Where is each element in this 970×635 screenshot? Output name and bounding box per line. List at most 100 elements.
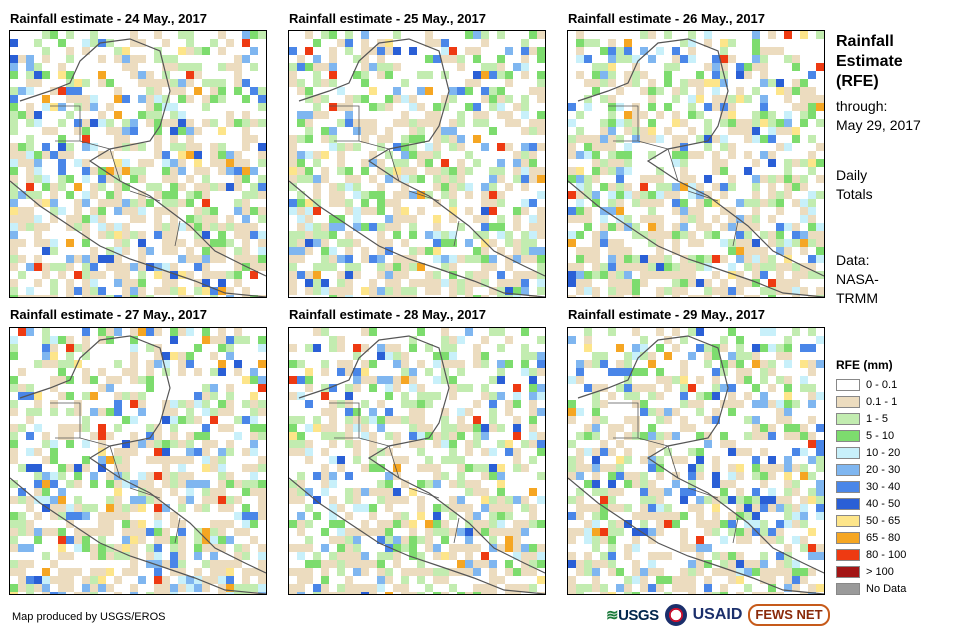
rain-cell: [345, 392, 353, 400]
rain-cell: [784, 239, 792, 247]
rain-cell: [744, 119, 752, 127]
rain-cell: [74, 287, 82, 295]
rain-cell: [226, 344, 234, 352]
rain-cell: [202, 488, 210, 496]
rain-cell: [656, 239, 664, 247]
rain-cell: [26, 464, 34, 472]
rain-cell: [768, 504, 776, 512]
rain-cell: [672, 344, 680, 352]
rain-cell: [250, 584, 258, 592]
rain-cell: [210, 488, 218, 496]
rain-cell: [760, 328, 768, 336]
rain-cell: [66, 287, 74, 295]
rain-cell: [313, 231, 321, 239]
rain-cell: [449, 376, 457, 384]
rain-cell: [664, 103, 672, 111]
rain-cell: [529, 127, 537, 135]
rain-cell: [130, 279, 138, 287]
rain-cell: [98, 79, 106, 87]
rain-cell: [497, 344, 505, 352]
rain-cell: [329, 231, 337, 239]
rain-cell: [170, 592, 178, 594]
rain-cell: [170, 103, 178, 111]
rain-cell: [26, 55, 34, 63]
rain-cell: [752, 239, 760, 247]
rain-cell: [74, 592, 82, 594]
rain-cell: [234, 512, 242, 520]
rain-cell: [584, 464, 592, 472]
rain-cell: [800, 592, 808, 594]
rain-cell: [321, 488, 329, 496]
through-label: through:: [836, 98, 888, 114]
rain-cell: [768, 279, 776, 287]
rain-cell: [656, 135, 664, 143]
rain-cell: [792, 199, 800, 207]
rain-cell: [784, 336, 792, 344]
rain-cell: [489, 408, 497, 416]
rain-cell: [441, 239, 449, 247]
rain-cell: [441, 440, 449, 448]
rain-cell: [688, 55, 696, 63]
rain-cell: [465, 31, 473, 39]
rain-cell: [377, 239, 385, 247]
rain-cell: [401, 584, 409, 592]
rain-cell: [401, 95, 409, 103]
rain-cell: [656, 183, 664, 191]
rain-cell: [42, 95, 50, 103]
rain-cell: [584, 360, 592, 368]
rain-cell: [385, 127, 393, 135]
rain-cell: [146, 360, 154, 368]
rain-cell: [489, 239, 497, 247]
rain-cell: [401, 360, 409, 368]
rain-cell: [178, 528, 186, 536]
rain-cell: [234, 560, 242, 568]
rain-cell: [744, 560, 752, 568]
rain-cell: [186, 456, 194, 464]
rain-cell: [513, 400, 521, 408]
rain-cell: [42, 223, 50, 231]
rain-cell: [449, 87, 457, 95]
rain-cell: [345, 103, 353, 111]
rain-cell: [449, 207, 457, 215]
rain-cell: [784, 544, 792, 552]
rain-cell: [752, 360, 760, 368]
rain-cell: [146, 79, 154, 87]
rain-cell: [696, 151, 704, 159]
rain-cell: [800, 31, 808, 39]
rain-cell: [138, 279, 146, 287]
rain-cell: [784, 568, 792, 576]
rain-cell: [305, 247, 313, 255]
rain-cell: [784, 183, 792, 191]
rain-cell: [361, 71, 369, 79]
rain-cell: [664, 63, 672, 71]
rain-cell: [816, 159, 824, 167]
rain-cell: [537, 448, 545, 456]
rain-cell: [640, 255, 648, 263]
rain-cell: [808, 111, 816, 119]
rain-cell: [417, 71, 425, 79]
rain-cell: [608, 167, 616, 175]
rain-cell: [537, 560, 545, 568]
rain-cell: [154, 552, 162, 560]
rain-cell: [58, 576, 66, 584]
rain-cell: [656, 215, 664, 223]
rain-cell: [696, 344, 704, 352]
rain-cell: [680, 400, 688, 408]
rain-cell: [42, 504, 50, 512]
rain-cell: [42, 143, 50, 151]
rain-cell: [250, 231, 258, 239]
rain-cell: [18, 520, 26, 528]
rain-cell: [680, 384, 688, 392]
rain-cell: [210, 528, 218, 536]
rain-cell: [329, 520, 337, 528]
rain-cell: [385, 536, 393, 544]
rain-cell: [473, 544, 481, 552]
rain-cell: [226, 408, 234, 416]
rain-cell: [816, 392, 824, 400]
rain-cell: [218, 448, 226, 456]
rain-cell: [616, 103, 624, 111]
rain-cell: [505, 504, 513, 512]
rain-cell: [122, 127, 130, 135]
rain-cell: [600, 215, 608, 223]
rain-cell: [178, 552, 186, 560]
